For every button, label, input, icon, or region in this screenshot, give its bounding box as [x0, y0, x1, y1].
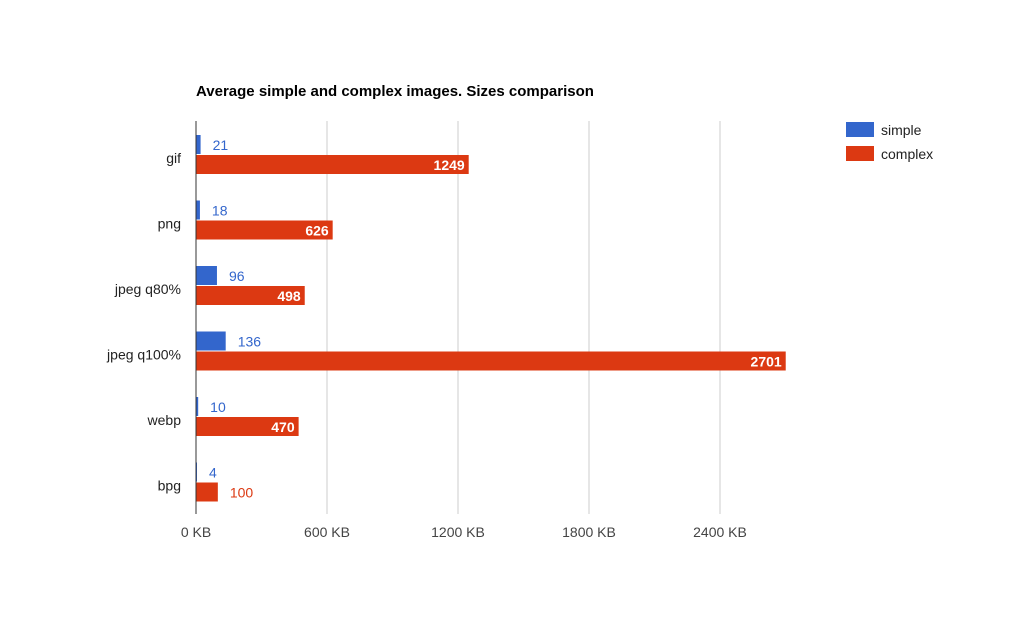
- bar-complex-png: [196, 220, 333, 240]
- category-label: jpeg q80%: [114, 281, 181, 297]
- bar-complex-webp: [196, 417, 299, 436]
- data-label-complex-bpg: 100: [230, 485, 254, 501]
- x-tick-label: 1800 KB: [562, 524, 616, 540]
- category-label: bpg: [158, 478, 181, 494]
- data-label-complex-gif: 1249: [434, 157, 465, 173]
- bar-simple-jpeg-q80: [196, 266, 217, 285]
- data-label-simple-webp: 10: [210, 399, 226, 415]
- data-label-simple-bpg: 4: [209, 465, 217, 481]
- legend-label-simple: simple: [881, 122, 922, 138]
- bar-simple-jpeg-q100: [196, 331, 226, 351]
- legend-swatch-simple: [846, 122, 874, 137]
- bar-simple-gif: [196, 135, 201, 154]
- legend: simple complex: [846, 122, 933, 162]
- data-label-complex-webp: 470: [271, 419, 295, 435]
- data-label-complex-jpeg-q80: 498: [277, 288, 301, 304]
- legend-label-complex: complex: [881, 146, 933, 162]
- data-label-simple-jpeg-q80: 96: [229, 268, 245, 284]
- bar-complex-bpg: [196, 482, 218, 502]
- data-label-complex-png: 626: [305, 223, 329, 239]
- data-label-simple-png: 18: [212, 203, 228, 219]
- axes: 0 KB 600 KB 1200 KB 1800 KB 2400 KB gif png jpe…: [106, 121, 747, 540]
- bars: 21 1249 18 626 96 498 136 2701 10 470 4 100: [196, 135, 786, 502]
- data-label-simple-gif: 21: [213, 137, 229, 153]
- data-label-complex-jpeg-q100: 2701: [751, 354, 782, 370]
- x-tick-label: 0 KB: [181, 524, 211, 540]
- category-label: gif: [166, 150, 181, 166]
- bar-simple-webp: [196, 397, 199, 416]
- bar-simple-png: [196, 200, 200, 220]
- gridlines: [326, 121, 721, 514]
- bar-complex-jpeg-q100: [196, 351, 786, 371]
- category-label: jpeg q100%: [106, 347, 181, 363]
- legend-swatch-complex: [846, 146, 874, 161]
- x-tick-label: 1200 KB: [431, 524, 485, 540]
- x-tick-label: 600 KB: [304, 524, 350, 540]
- category-label: webp: [147, 412, 182, 428]
- chart-title: Average simple and complex images. Sizes…: [196, 83, 594, 100]
- bar-complex-gif: [196, 155, 469, 174]
- x-tick-label: 2400 KB: [693, 524, 747, 540]
- bar-complex-jpeg-q80: [196, 286, 305, 305]
- category-label: png: [158, 216, 181, 232]
- data-label-simple-jpeg-q100: 136: [238, 334, 262, 350]
